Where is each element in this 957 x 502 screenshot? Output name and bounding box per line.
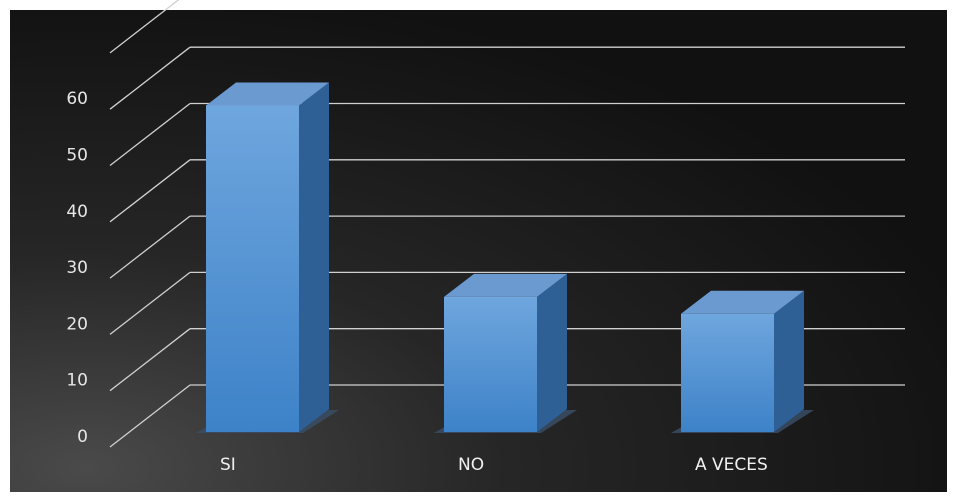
y-tick-label: 30 [66, 258, 88, 278]
y-tick-label: 60 [66, 89, 88, 109]
bar [444, 296, 537, 432]
bar-side [774, 290, 804, 432]
y-tick-label: 20 [66, 314, 88, 334]
gridline-diagonal [109, 271, 191, 335]
y-tick-label: 10 [66, 371, 88, 391]
y-tick-label: 50 [66, 146, 88, 166]
x-tick-label: A VECES [695, 455, 768, 475]
x-axis-labels: SI NO A VECES [220, 455, 768, 475]
gridline-diagonal [109, 102, 191, 167]
bar-top [681, 290, 804, 314]
bars [196, 82, 814, 433]
x-tick-label: SI [220, 455, 236, 475]
bar-side [537, 273, 567, 432]
gridline-diagonal [109, 384, 191, 448]
bar [206, 105, 299, 433]
gridline-diagonal [109, 328, 191, 392]
x-tick-label: NO [458, 455, 484, 475]
gridline-diagonal [109, 215, 191, 279]
gridline-diagonal [109, 0, 180, 54]
gridline-diagonal [109, 159, 191, 223]
bar-top [206, 82, 329, 106]
gridline-diagonal [109, 46, 191, 110]
bar-top [444, 273, 567, 297]
y-axis-ticks: 0 10 20 30 40 50 60 [66, 89, 88, 447]
bar-side [299, 82, 329, 433]
bar [681, 313, 774, 432]
y-tick-label: 0 [77, 427, 88, 447]
y-tick-label: 40 [66, 202, 88, 222]
